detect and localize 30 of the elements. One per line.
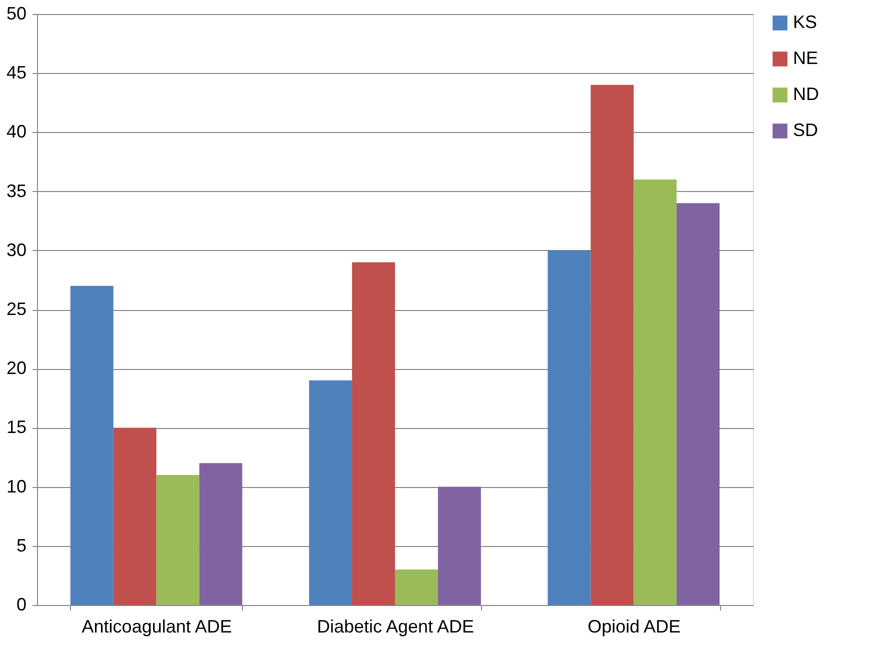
bar xyxy=(634,179,677,605)
y-tick-label: 25 xyxy=(6,299,26,319)
bar xyxy=(548,250,591,605)
y-tick-label: 40 xyxy=(6,122,26,142)
y-tick-label: 45 xyxy=(6,62,26,83)
bar xyxy=(394,570,438,605)
x-tick-label: Opioid ADE xyxy=(588,616,681,636)
y-tick-label: 30 xyxy=(6,240,26,260)
legend-label: SD xyxy=(793,120,818,140)
bar xyxy=(438,486,481,605)
bar xyxy=(113,428,156,605)
legend-label: ND xyxy=(793,84,819,104)
y-tick-label: 35 xyxy=(6,180,26,201)
legend-label: KS xyxy=(793,12,818,32)
y-tick-label: 5 xyxy=(16,535,26,556)
bar xyxy=(676,203,720,605)
bar xyxy=(590,84,634,605)
y-tick-label: 50 xyxy=(6,4,26,24)
bar xyxy=(309,380,352,605)
x-tick-label: Diabetic Agent ADE xyxy=(316,616,474,636)
bar xyxy=(199,463,242,605)
y-tick-label: 10 xyxy=(6,476,26,496)
legend-label: NE xyxy=(793,48,818,68)
bar xyxy=(156,474,200,605)
y-tick-label: 20 xyxy=(6,358,26,378)
y-tick-label: 15 xyxy=(6,417,26,438)
bar xyxy=(352,262,396,605)
bar xyxy=(70,286,114,605)
x-tick-label: Anticoagulant ADE xyxy=(82,616,232,636)
y-tick-label: 0 xyxy=(16,594,26,614)
